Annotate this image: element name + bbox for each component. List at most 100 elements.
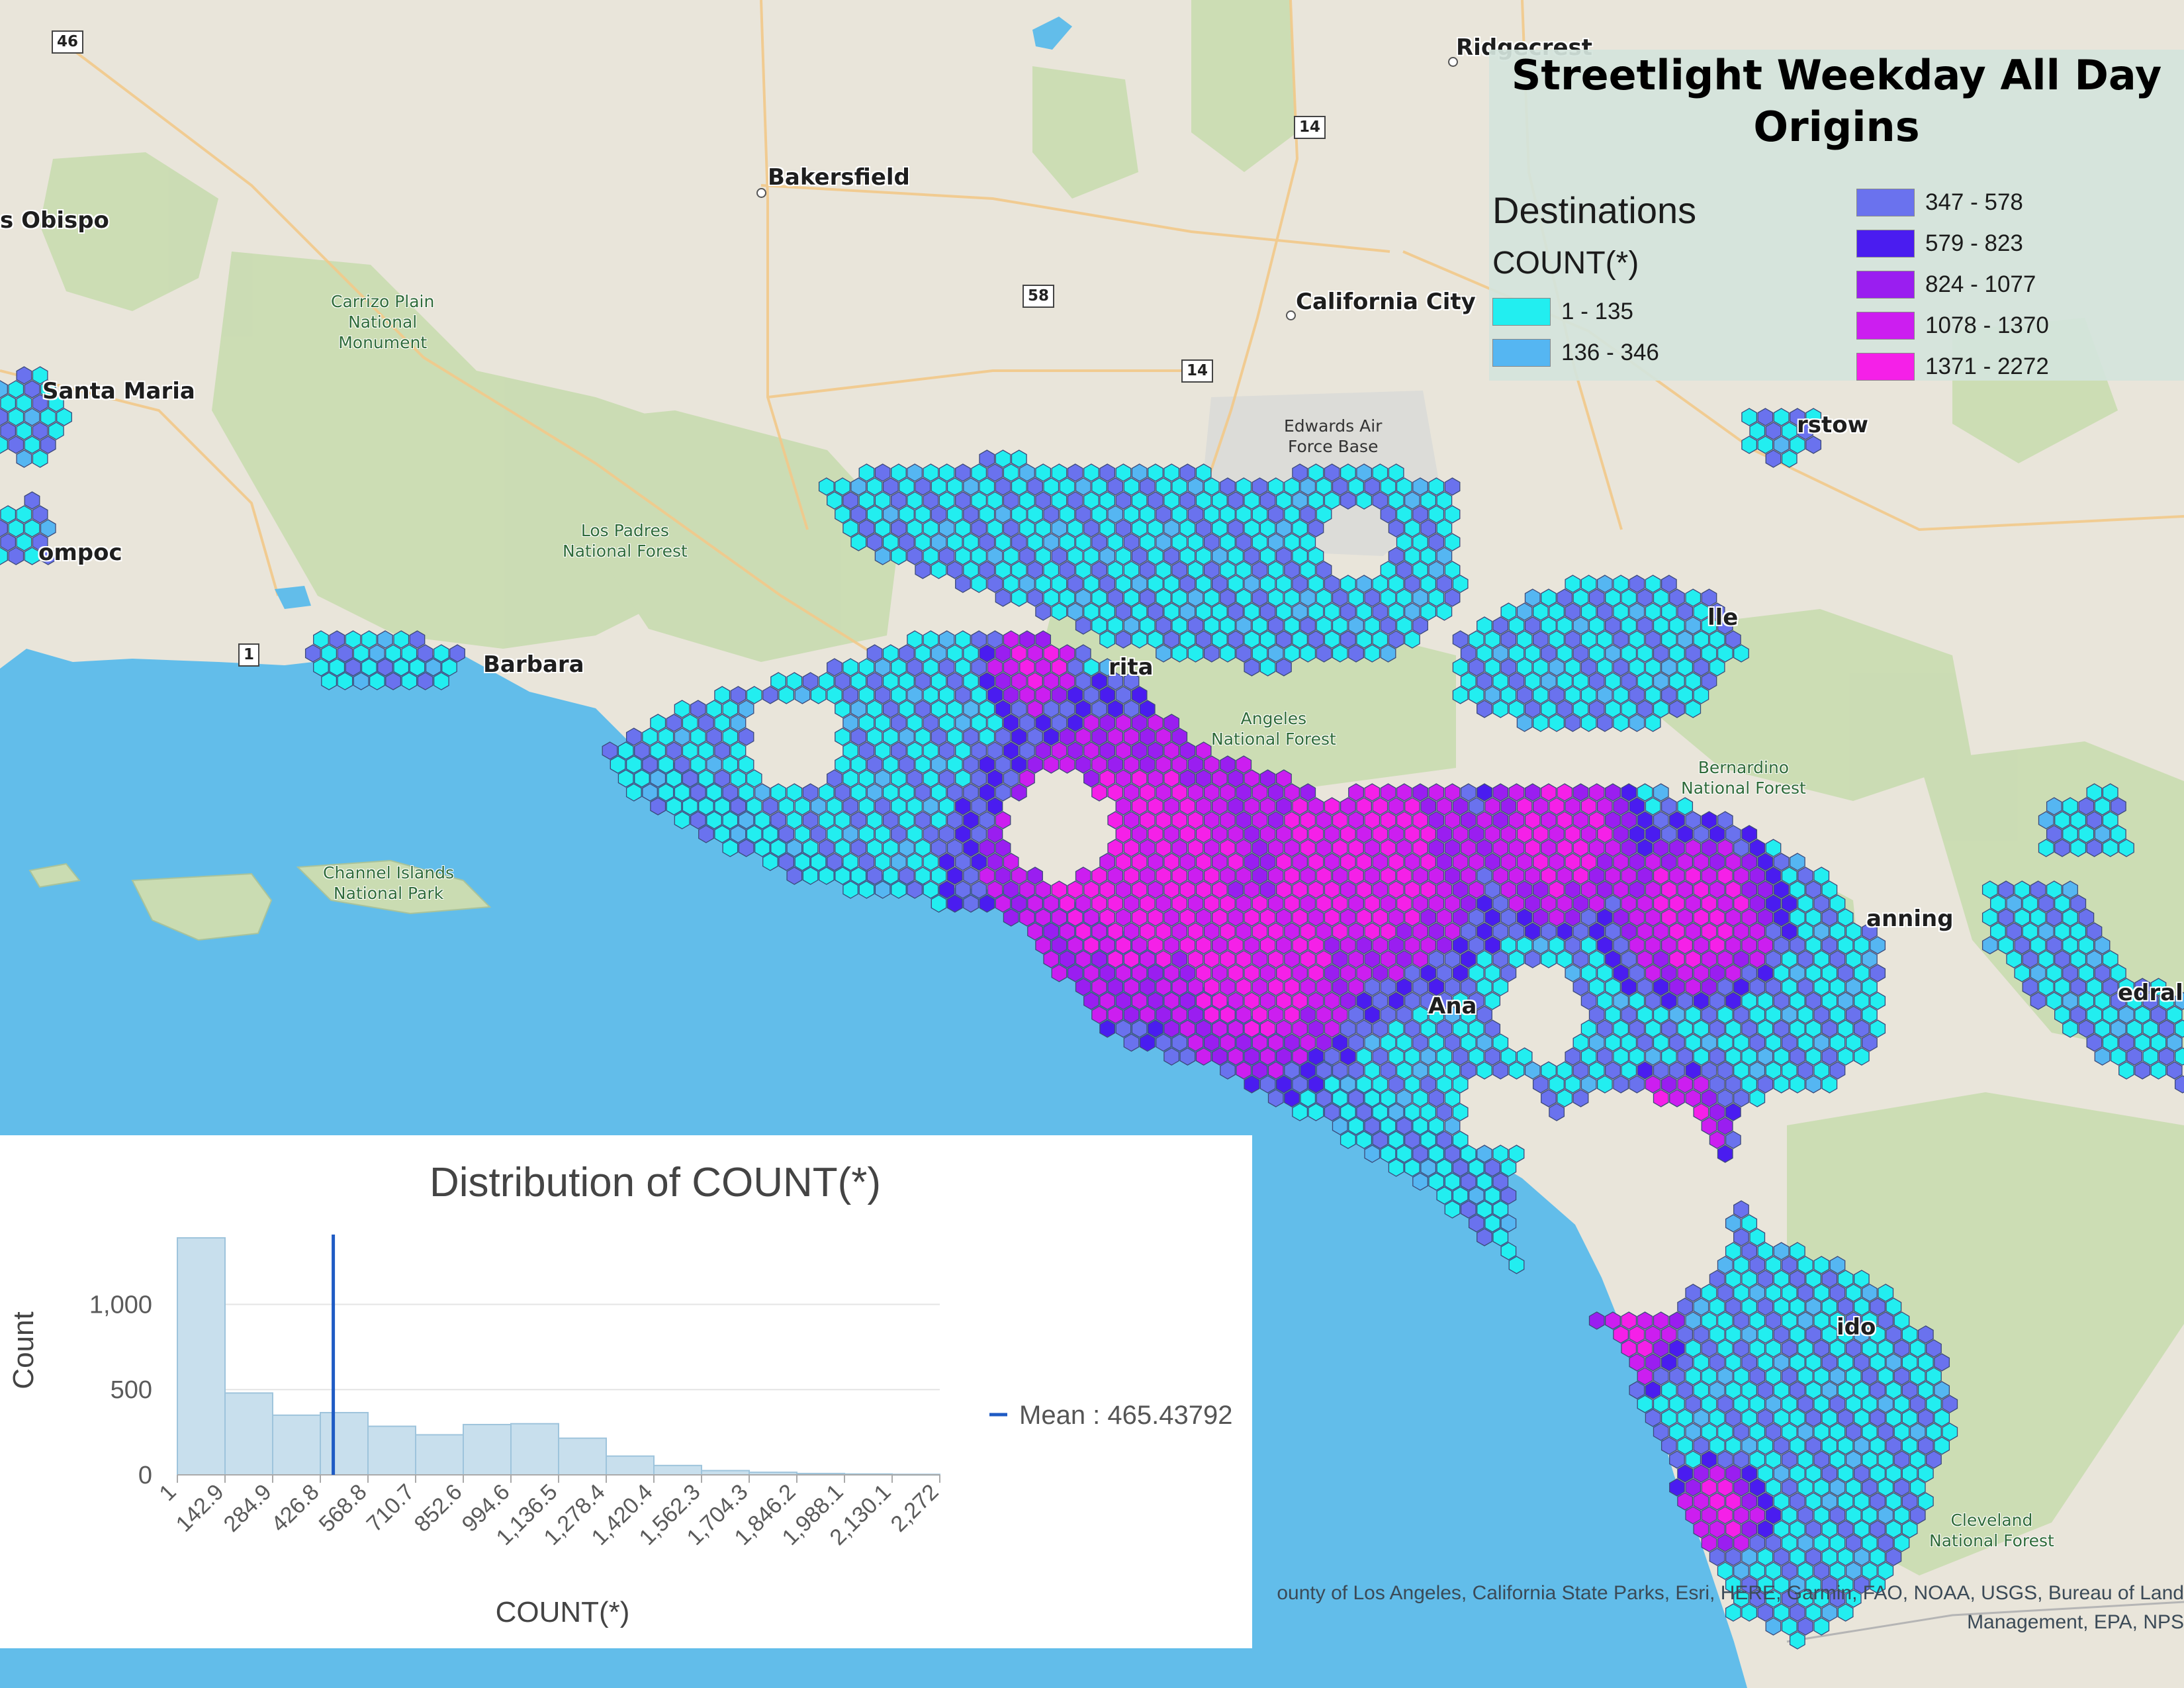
hexbin-cell[interactable] bbox=[1027, 755, 1043, 774]
hexbin-cell[interactable] bbox=[1596, 853, 1613, 871]
hexbin-cell[interactable] bbox=[1685, 616, 1702, 635]
hexbin-cell[interactable] bbox=[2126, 1047, 2142, 1066]
hexbin-cell[interactable] bbox=[995, 783, 1011, 802]
hexbin-cell[interactable] bbox=[1765, 1423, 1782, 1441]
hexbin-cell[interactable] bbox=[1701, 922, 1717, 941]
hexbin-cell[interactable] bbox=[1131, 853, 1148, 871]
hexbin-cell[interactable] bbox=[1244, 992, 1260, 1010]
hexbin-cell[interactable] bbox=[770, 783, 786, 802]
hexbin-cell[interactable] bbox=[971, 686, 987, 704]
hexbin-cell[interactable] bbox=[931, 783, 947, 802]
hexbin-cell[interactable] bbox=[1693, 602, 1709, 621]
hexbin-cell[interactable] bbox=[938, 658, 955, 677]
hexbin-cell[interactable] bbox=[1324, 602, 1340, 621]
hexbin-cell[interactable] bbox=[1436, 575, 1453, 593]
hexbin-cell[interactable] bbox=[1549, 936, 1565, 955]
hexbin-cell[interactable] bbox=[1332, 811, 1348, 829]
hexbin-cell[interactable] bbox=[835, 783, 850, 802]
hexbin-cell[interactable] bbox=[2086, 1033, 2103, 1052]
hexbin-cell[interactable] bbox=[24, 380, 40, 399]
hexbin-cell[interactable] bbox=[1886, 1436, 1902, 1455]
hexbin-cell[interactable] bbox=[810, 797, 827, 816]
hexbin-cell[interactable] bbox=[1541, 950, 1557, 968]
hexbin-cell[interactable] bbox=[1749, 1450, 1766, 1469]
hexbin-cell[interactable] bbox=[1629, 575, 1645, 593]
hexbin-cell[interactable] bbox=[2102, 978, 2118, 996]
hexbin-cell[interactable] bbox=[1187, 505, 1204, 524]
hexbin-layer[interactable] bbox=[0, 366, 2184, 1650]
hexbin-cell[interactable] bbox=[1733, 1200, 1749, 1219]
hexbin-cell[interactable] bbox=[1163, 853, 1180, 871]
hexbin-cell[interactable] bbox=[1588, 783, 1605, 802]
hexbin-cell[interactable] bbox=[1292, 825, 1308, 843]
hexbin-cell[interactable] bbox=[1211, 880, 1228, 899]
hexbin-cell[interactable] bbox=[1532, 880, 1549, 899]
hexbin-cell[interactable] bbox=[1364, 1061, 1381, 1080]
hexbin-cell[interactable] bbox=[1195, 1019, 1212, 1038]
hexbin-cell[interactable] bbox=[1813, 1506, 1830, 1524]
hexbin-cell[interactable] bbox=[1259, 880, 1276, 899]
hexbin-cell[interactable] bbox=[1725, 853, 1741, 871]
hexbin-cell[interactable] bbox=[1412, 978, 1428, 996]
hexbin-cell[interactable] bbox=[1709, 964, 1725, 982]
hexbin-cell[interactable] bbox=[1500, 936, 1517, 955]
hexbin-cell[interactable] bbox=[1580, 797, 1597, 816]
hexbin-cell[interactable] bbox=[1404, 630, 1420, 649]
hexbin-cell[interactable] bbox=[1588, 672, 1605, 690]
hexbin-cell[interactable] bbox=[1653, 811, 1669, 829]
hexbin-cell[interactable] bbox=[1460, 867, 1477, 885]
hexbin-cell[interactable] bbox=[1717, 616, 1733, 635]
hexbin-cell[interactable] bbox=[642, 783, 658, 802]
hexbin-cell[interactable] bbox=[1372, 491, 1388, 510]
hexbin-cell[interactable] bbox=[1789, 936, 1805, 955]
hexbin-cell[interactable] bbox=[1396, 867, 1412, 885]
hexbin-cell[interactable] bbox=[1741, 1297, 1758, 1316]
hexbin-cell[interactable] bbox=[979, 727, 995, 746]
hexbin-cell[interactable] bbox=[1163, 491, 1180, 510]
hexbin-cell[interactable] bbox=[1653, 644, 1669, 663]
hexbin-cell[interactable] bbox=[1789, 1575, 1805, 1594]
hexbin-cell[interactable] bbox=[1388, 575, 1404, 593]
hexbin-cell[interactable] bbox=[0, 519, 8, 538]
hexbin-cell[interactable] bbox=[1757, 1270, 1774, 1288]
hexbin-cell[interactable] bbox=[1789, 1603, 1805, 1622]
hexbin-cell[interactable] bbox=[874, 463, 891, 482]
hexbin-cell[interactable] bbox=[1388, 491, 1404, 510]
hexbin-cell[interactable] bbox=[1075, 755, 1091, 774]
hexbin-cell[interactable] bbox=[1460, 922, 1477, 941]
hexbin-cell[interactable] bbox=[1131, 797, 1148, 816]
hexbin-cell[interactable] bbox=[1588, 644, 1605, 663]
hexbin-cell[interactable] bbox=[1524, 616, 1541, 635]
hexbin-cell[interactable] bbox=[882, 505, 899, 524]
hexbin-cell[interactable] bbox=[1316, 894, 1332, 913]
hexbin-cell[interactable] bbox=[1484, 908, 1501, 927]
hexbin-cell[interactable] bbox=[1749, 922, 1766, 941]
hexbin-cell[interactable] bbox=[1436, 1131, 1453, 1149]
hexbin-cell[interactable] bbox=[1685, 1395, 1702, 1413]
hexbin-cell[interactable] bbox=[2118, 1033, 2134, 1052]
hexbin-cell[interactable] bbox=[1211, 797, 1228, 816]
hexbin-cell[interactable] bbox=[1557, 811, 1573, 829]
hexbin-cell[interactable] bbox=[1733, 1423, 1749, 1441]
hexbin-cell[interactable] bbox=[1613, 575, 1629, 593]
hexbin-cell[interactable] bbox=[1452, 1186, 1469, 1205]
hexbin-cell[interactable] bbox=[1596, 908, 1613, 927]
hexbin-cell[interactable] bbox=[1123, 1006, 1140, 1024]
hexbin-cell[interactable] bbox=[931, 533, 947, 551]
hexbin-cell[interactable] bbox=[1893, 1450, 1910, 1469]
hexbin-cell[interactable] bbox=[2046, 908, 2062, 927]
hexbin-cell[interactable] bbox=[866, 672, 883, 690]
hexbin-cell[interactable] bbox=[1637, 1339, 1653, 1358]
hexbin-cell[interactable] bbox=[1741, 964, 1758, 982]
hexbin-cell[interactable] bbox=[1629, 602, 1645, 621]
hexbin-cell[interactable] bbox=[995, 561, 1011, 579]
hexbin-cell[interactable] bbox=[907, 797, 923, 816]
hexbin-cell[interactable] bbox=[786, 811, 803, 829]
hexbin-cell[interactable] bbox=[1340, 1131, 1356, 1149]
hexbin-cell[interactable] bbox=[1508, 1145, 1525, 1163]
hexbin-cell[interactable] bbox=[1019, 491, 1035, 510]
hexbin-cell[interactable] bbox=[1532, 686, 1549, 704]
hexbin-cell[interactable] bbox=[1477, 1061, 1492, 1080]
hexbin-cell[interactable] bbox=[1051, 547, 1068, 565]
hexbin-cell[interactable] bbox=[1316, 950, 1332, 968]
